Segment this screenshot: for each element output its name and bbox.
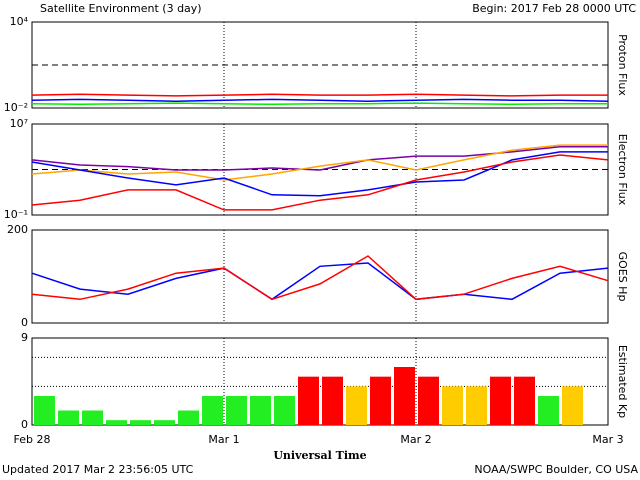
y-axis-label: Estimated Kp <box>616 345 629 418</box>
bar <box>34 396 55 425</box>
bar <box>106 420 127 425</box>
series-line <box>31 262 609 301</box>
y-tick-label: 0 <box>21 418 28 431</box>
bar <box>442 386 463 425</box>
bar <box>562 386 583 425</box>
y-tick-label: 200 <box>7 223 28 236</box>
series-line <box>31 102 608 106</box>
bar <box>418 376 439 425</box>
credit: NOAA/SWPC Boulder, CO USA <box>474 463 638 476</box>
series-line <box>31 255 609 301</box>
panel-frame <box>31 229 609 324</box>
y-axis-label: Proton Flux <box>616 34 629 96</box>
y-tick-label: 9 <box>21 331 28 344</box>
bar <box>298 376 319 425</box>
series-line <box>31 146 608 171</box>
x-tick-label: Feb 28 <box>14 433 51 446</box>
x-tick-label: Mar 3 <box>592 433 623 446</box>
y-tick-label: 10⁷ <box>10 117 28 130</box>
y-axis-label: GOES Hp <box>616 252 629 302</box>
series-line <box>31 151 608 197</box>
series-line <box>31 144 608 181</box>
bar <box>82 410 103 425</box>
bar <box>538 396 559 425</box>
bar <box>370 376 391 425</box>
bar <box>394 367 415 425</box>
chart-title: Satellite Environment (3 day) <box>40 2 202 15</box>
begin-time: Begin: 2017 Feb 28 0000 UTC <box>472 2 636 15</box>
bar <box>490 376 511 425</box>
y-tick-label: 10⁻¹ <box>4 208 28 221</box>
bar <box>178 410 199 425</box>
bar <box>226 396 247 425</box>
y-tick-label: 0 <box>21 316 28 329</box>
bar <box>466 386 487 425</box>
y-axis-label: Electron Flux <box>616 134 629 206</box>
bar <box>250 396 271 425</box>
x-axis-label: Universal Time <box>273 449 366 462</box>
series-line <box>31 98 609 102</box>
x-tick-label: Mar 2 <box>400 433 431 446</box>
bar <box>130 420 151 425</box>
bar <box>346 386 367 425</box>
bar <box>202 396 223 425</box>
bar <box>274 396 295 425</box>
y-tick-label: 10⁻² <box>4 101 28 114</box>
bar <box>154 420 175 425</box>
bar <box>514 376 535 425</box>
bar <box>58 410 79 425</box>
y-tick-label: 10⁴ <box>10 15 29 28</box>
panel-frame <box>31 337 609 426</box>
x-tick-label: Mar 1 <box>208 433 239 446</box>
series-line <box>31 154 609 211</box>
bar <box>322 376 343 425</box>
updated-time: Updated 2017 Mar 2 23:56:05 UTC <box>2 463 194 476</box>
series-line <box>31 93 608 97</box>
